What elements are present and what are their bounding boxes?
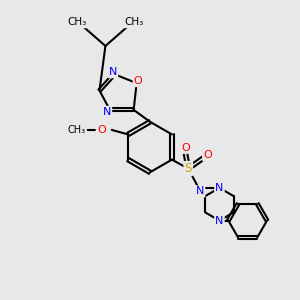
Text: CH₃: CH₃ bbox=[124, 17, 143, 27]
Text: N: N bbox=[109, 67, 117, 77]
Text: N: N bbox=[196, 187, 204, 196]
Text: CH₃: CH₃ bbox=[68, 125, 86, 135]
Text: N: N bbox=[215, 216, 224, 226]
Text: N: N bbox=[103, 107, 111, 117]
Text: O: O bbox=[97, 125, 106, 135]
Text: O: O bbox=[203, 150, 212, 160]
Text: N: N bbox=[215, 183, 224, 193]
Text: O: O bbox=[181, 143, 190, 153]
Text: CH₃: CH₃ bbox=[68, 17, 87, 27]
Text: S: S bbox=[184, 162, 192, 175]
Text: O: O bbox=[134, 76, 142, 86]
